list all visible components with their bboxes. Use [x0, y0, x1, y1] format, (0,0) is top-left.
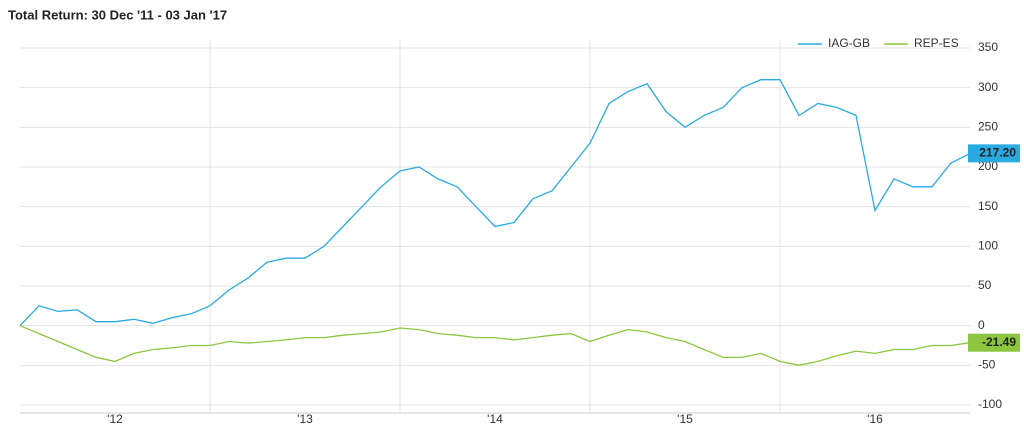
end-label: -21.49: [982, 335, 1016, 349]
y-tick-label: 50: [978, 278, 992, 292]
line: [19, 325, 971, 366]
y-tick-label: -50: [978, 358, 996, 372]
x-tick-label: '13: [297, 412, 313, 426]
y-tick-label: 300: [978, 80, 998, 94]
y-tick-label: 150: [978, 199, 998, 213]
y-tick-label: 200: [978, 159, 998, 173]
x-tick-label: '16: [867, 412, 883, 426]
end-label: 217.20: [979, 146, 1016, 160]
x-tick-label: '14: [487, 412, 503, 426]
line: [19, 79, 971, 327]
x-tick-label: '12: [107, 412, 123, 426]
end-label-box: [968, 333, 1020, 352]
y-tick-label: 100: [978, 239, 998, 253]
y-tick-label: -100: [978, 397, 1002, 411]
chart-title: Total Return: 30 Dec '11 - 03 Jan '17: [8, 7, 227, 22]
y-tick-label: 0: [978, 318, 985, 332]
y-tick-label: 350: [978, 40, 998, 54]
y-tick-label: 250: [978, 120, 998, 134]
legend-label: IAG-GB: [828, 36, 870, 50]
legend-label: REP-ES: [914, 36, 959, 50]
x-tick-label: '15: [677, 412, 693, 426]
end-label-box: [968, 144, 1020, 163]
